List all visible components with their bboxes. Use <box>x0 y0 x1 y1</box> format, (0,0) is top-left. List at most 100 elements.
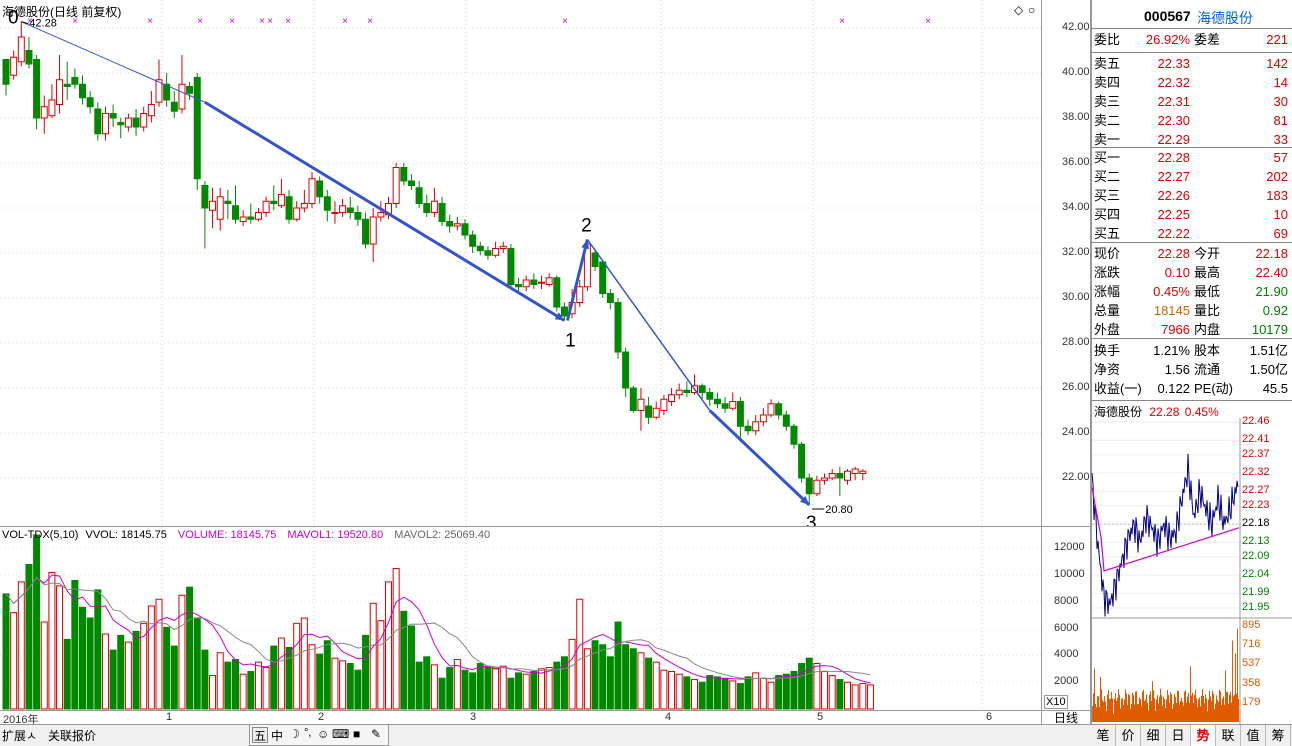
stats-label: 总量 <box>1094 303 1121 318</box>
fund-label: 净资 <box>1094 362 1121 377</box>
volume-tick-label: 4000 <box>1054 648 1079 661</box>
volume-bar-down <box>736 683 744 710</box>
volume-bar-up <box>293 622 301 710</box>
candle-up <box>254 212 262 220</box>
weibi-value: 26.92% <box>1145 32 1190 47</box>
stop-icon[interactable]: ■ <box>353 727 361 741</box>
wrench-icon[interactable]: ✎ <box>371 727 382 741</box>
candle-down <box>599 261 607 294</box>
period-button[interactable]: 日线 <box>1042 710 1091 725</box>
candle-up <box>538 281 545 284</box>
candle-up <box>239 216 247 222</box>
candle-down <box>63 83 71 87</box>
volume-bar-up <box>147 605 155 710</box>
candle-up <box>293 207 301 220</box>
volume-bar-down <box>706 675 714 710</box>
right-tab-0[interactable]: 笔 <box>1091 725 1116 746</box>
moon-icon[interactable]: ☽ <box>289 727 300 741</box>
candle-down <box>270 200 278 204</box>
right-tab-6[interactable]: 值 <box>1241 725 1266 746</box>
volume-bar-up <box>691 679 698 710</box>
volume-bar-down <box>606 656 614 710</box>
asks-price: 22.32 <box>1157 75 1190 90</box>
intraday-chart-svg[interactable] <box>1091 400 1292 724</box>
volume-bar-up <box>828 675 836 710</box>
candle-up <box>813 479 821 495</box>
quote-panel: 000567 海德股份 <box>1091 0 1292 724</box>
arrow-to-3 <box>799 495 810 505</box>
candle-down <box>553 277 561 308</box>
volume-bar-up <box>48 571 56 710</box>
candle-up <box>652 407 660 418</box>
volume-bar-up <box>668 671 676 710</box>
volume-bar-up <box>377 620 385 710</box>
candle-up <box>101 113 109 135</box>
intraday-chart[interactable]: 海德股份 22.28 0.45% 22.46 22.41 22.37 22.32 22.… <box>1091 400 1292 724</box>
right-tab-2[interactable]: 细 <box>1141 725 1166 746</box>
candle-down <box>323 196 331 211</box>
volume-bar-up <box>821 671 829 710</box>
candle-down <box>362 218 370 245</box>
volume-bar-down <box>614 621 622 710</box>
candle-up <box>155 79 163 103</box>
right-tab-7[interactable]: 筹 <box>1266 725 1291 746</box>
candle-down <box>713 398 721 405</box>
chart-options-icon[interactable]: ◇ <box>1014 3 1024 17</box>
volume-bar-up <box>392 567 400 710</box>
asks-label: 卖一 <box>1094 132 1121 147</box>
wubi-icon[interactable]: 五 <box>252 727 268 743</box>
intraday-volume-tick: 716 <box>1242 638 1261 651</box>
event-marker: × <box>342 16 348 27</box>
arrow-to-1 <box>554 312 565 321</box>
volume-bar-up <box>101 633 109 710</box>
bids-price: 22.27 <box>1157 169 1190 184</box>
fund-value: 0.122 <box>1157 381 1190 396</box>
main-chart-area[interactable]: × × × × × × × × × × × × × 0 1 2 3 42.28 20.80 海德股份(日线 前复权)… <box>0 0 1042 526</box>
candle-down <box>438 203 446 222</box>
volume-bar-down <box>484 665 492 710</box>
weather-icon[interactable]: °, <box>304 727 312 739</box>
candle-down <box>507 248 515 285</box>
candle-down <box>775 403 783 416</box>
right-tab-4[interactable]: 势 <box>1191 725 1216 746</box>
event-marker: × <box>839 16 845 27</box>
related-quote-tab[interactable]: 关联报价 <box>48 729 97 743</box>
asks-label: 卖二 <box>1094 113 1121 128</box>
people-icon[interactable]: ☺ <box>317 727 330 741</box>
chinese-mode-icon[interactable]: 中 <box>271 729 284 743</box>
candle-up <box>124 117 132 128</box>
keyboard-icon[interactable]: ⌨ <box>332 727 350 741</box>
expand-tab[interactable]: 扩展ㅅ <box>2 729 38 743</box>
volume-bar-down <box>109 649 117 710</box>
candle-up <box>668 394 676 402</box>
volume-chart-area[interactable]: VOL-TDX(5,10) VVOL: 18145.75 VOLUME: 181… <box>0 526 1042 711</box>
bids-price: 22.26 <box>1157 188 1190 203</box>
volume-bar-down <box>400 610 408 710</box>
date-label-jun: 6 <box>986 711 993 723</box>
bids-volume: 57 <box>1273 150 1288 165</box>
price-tick-label: 40.00 <box>1062 66 1090 78</box>
volume-bars-chart[interactable] <box>0 527 1042 711</box>
candle-down <box>782 414 790 427</box>
candle-down <box>71 77 79 85</box>
chart-title: 海德股份(日线 前复权) <box>2 5 122 19</box>
candle-down <box>354 212 362 220</box>
chart-close-icon[interactable]: ○ <box>1028 3 1036 17</box>
event-marker: × <box>72 16 78 27</box>
right-tab-5[interactable]: 联 <box>1216 725 1241 746</box>
candle-up <box>499 245 507 249</box>
volume-value: VOLUME: 18145.75 <box>177 529 277 541</box>
asks-label: 卖四 <box>1094 75 1121 90</box>
candle-down <box>346 207 354 213</box>
volume-bar-down <box>782 673 790 710</box>
candle-down <box>285 196 293 220</box>
candle-up <box>369 216 377 245</box>
volume-bar-down <box>836 679 844 710</box>
right-tab-3[interactable]: 日 <box>1166 725 1191 746</box>
volume-bar-down <box>530 671 538 710</box>
right-tab-1[interactable]: 价 <box>1116 725 1141 746</box>
price-tick-label: 42.00 <box>1062 21 1090 33</box>
candle-down <box>94 108 102 135</box>
volume-bar-up <box>492 668 500 710</box>
